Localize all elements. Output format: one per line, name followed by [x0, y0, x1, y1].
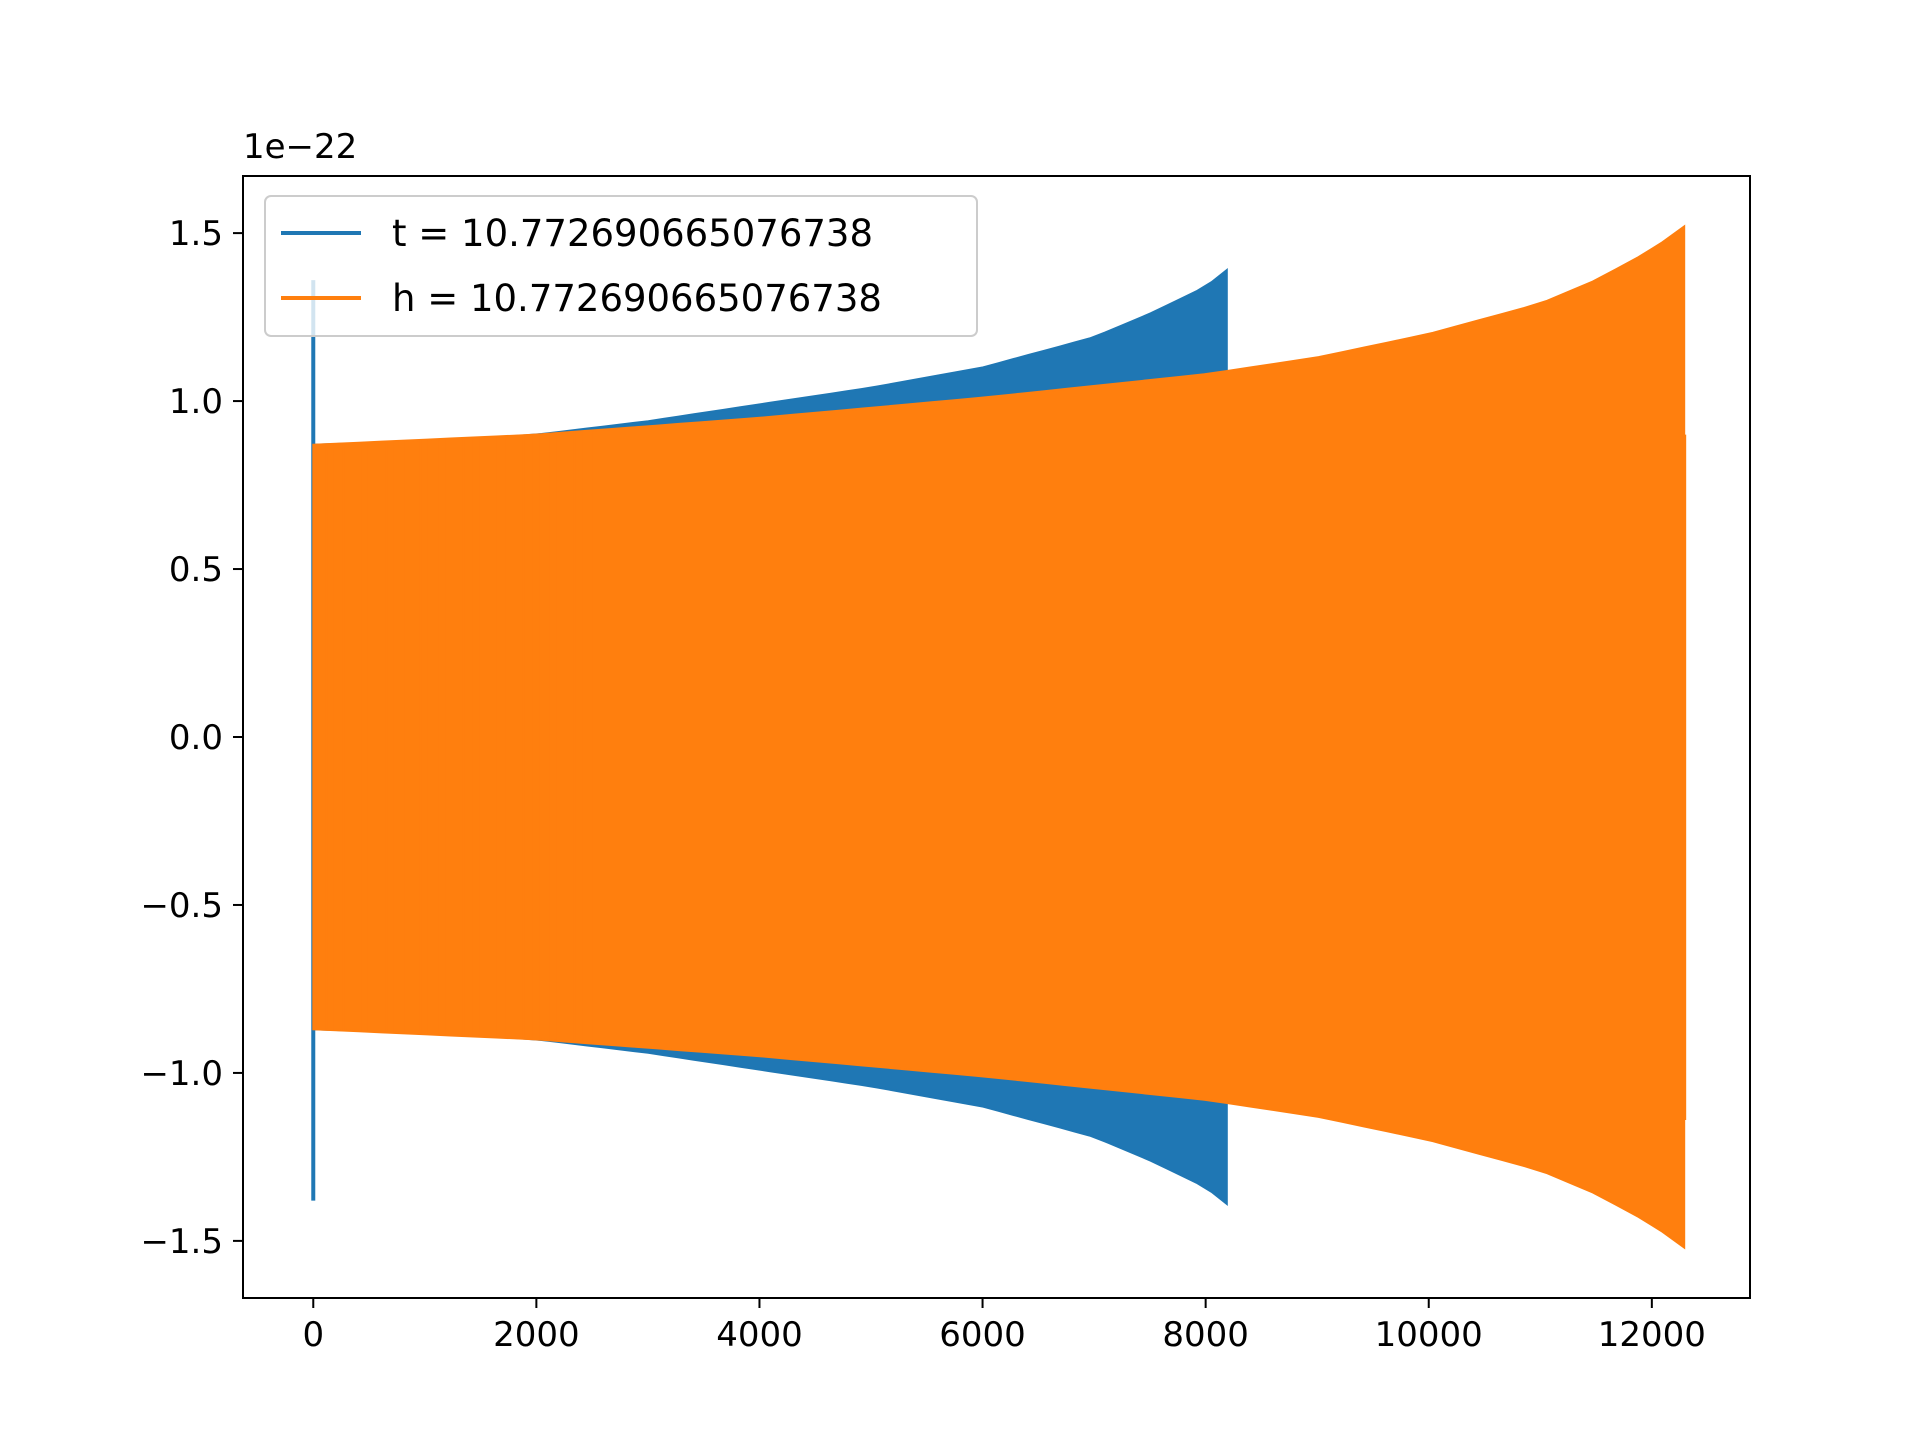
y-tick-label: 1.5	[169, 214, 223, 254]
x-tick-label: 10000	[1375, 1315, 1483, 1355]
y-tick-label: −1.0	[140, 1054, 223, 1094]
y-offset-label: 1e−22	[243, 127, 357, 167]
y-tick-label: 1.0	[169, 382, 223, 422]
legend: t = 10.772690665076738 h = 10.77269066507…	[264, 195, 978, 337]
x-tick-label: 8000	[1162, 1315, 1249, 1355]
x-axis: 0 2000 4000 6000 8000 10000 12000	[302, 1298, 1706, 1355]
series-2-oscillation	[316, 430, 593, 1044]
y-tick-label: 0.5	[169, 550, 223, 590]
y-tick-label: −0.5	[140, 886, 223, 926]
x-tick-label: 2000	[493, 1315, 580, 1355]
series-2-cycles	[316, 430, 593, 1044]
y-axis: 1.5 1.0 0.5 0.0 −0.5 −1.0 −1.5	[140, 214, 243, 1262]
x-tick-label: 0	[302, 1315, 324, 1355]
plot-area	[311, 224, 1687, 1250]
legend-label: h = 10.772690665076738	[392, 277, 882, 320]
y-tick-label: 0.0	[169, 718, 223, 758]
legend-box	[264, 195, 978, 337]
legend-label: t = 10.772690665076738	[392, 212, 873, 255]
series-2	[312, 224, 1687, 1250]
y-tick-label: −1.5	[140, 1222, 223, 1262]
series-2-envelope	[312, 224, 1686, 1250]
x-tick-label: 12000	[1598, 1315, 1706, 1355]
x-tick-label: 4000	[716, 1315, 803, 1355]
x-tick-label: 6000	[939, 1315, 1026, 1355]
